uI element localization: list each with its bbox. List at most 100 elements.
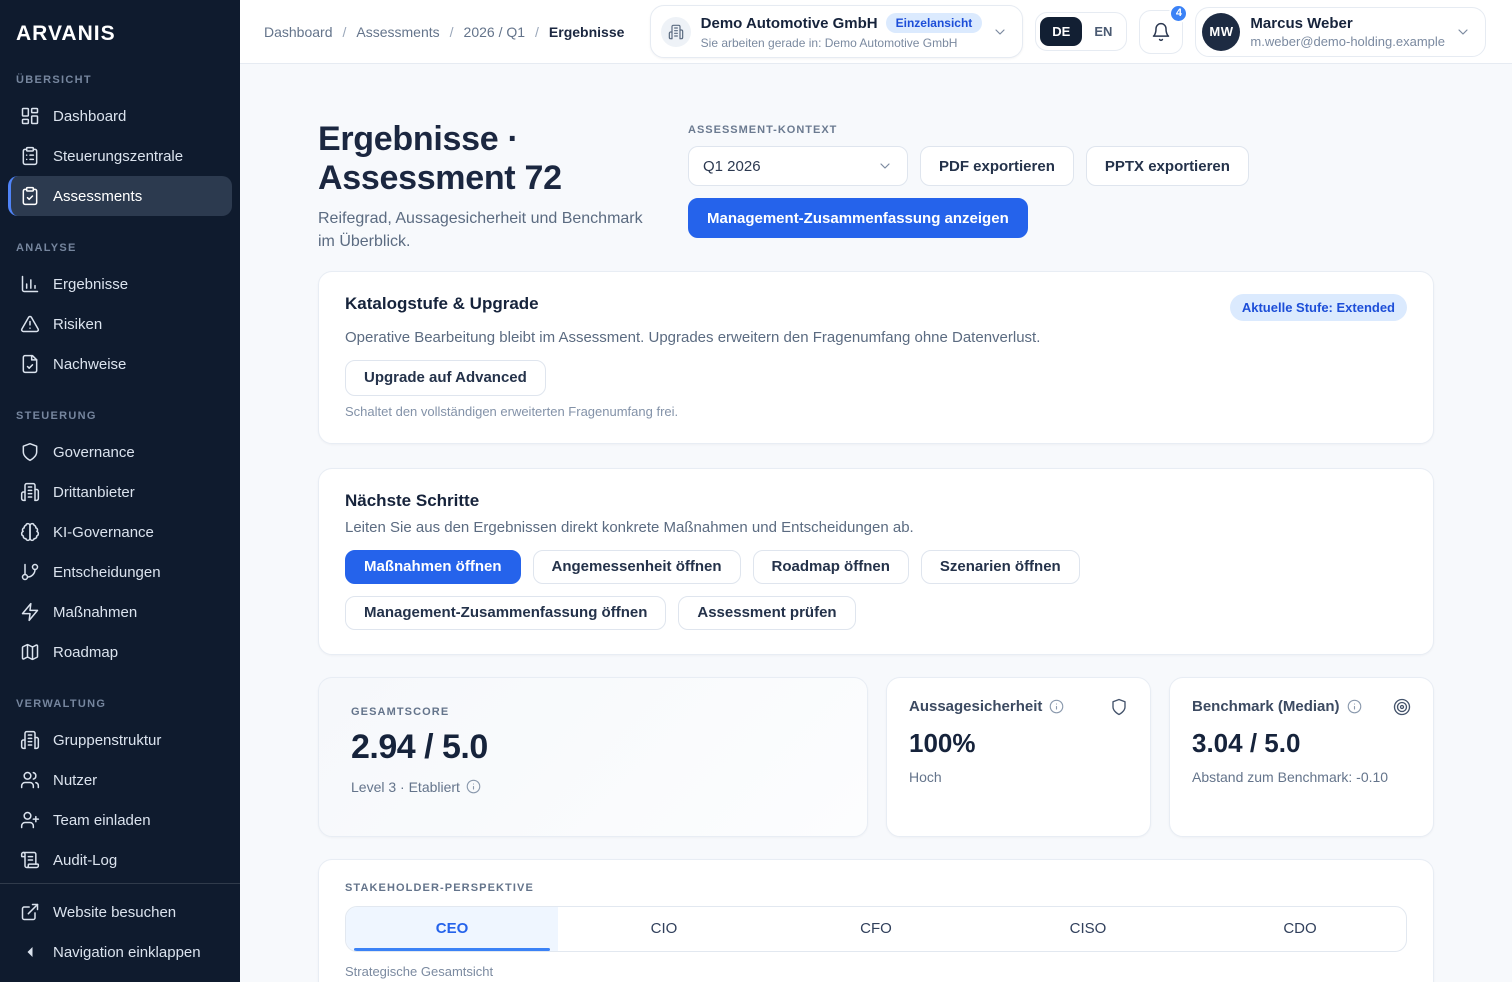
- sidebar-item-audit-log[interactable]: Audit-Log: [8, 840, 232, 880]
- info-icon[interactable]: [466, 779, 481, 794]
- map-icon: [21, 643, 39, 661]
- notification-count-badge: 4: [1169, 3, 1189, 23]
- lang-de-button[interactable]: DE: [1040, 17, 1083, 46]
- page-content: Ergebnisse · Assessment 72 Reifegrad, Au…: [240, 64, 1512, 982]
- topbar-right: Demo Automotive GmbH Einzelansicht Sie a…: [649, 3, 1486, 58]
- sidebar-item-ergebnisse[interactable]: Ergebnisse: [8, 264, 232, 304]
- dashboard-icon: [21, 107, 39, 125]
- stakeholder-card: Stakeholder-Perspektive CEO CIO CFO CISO CDO…: [318, 858, 1434, 982]
- stakeholder-note: Strategische Gesamtsicht: [345, 963, 494, 979]
- tab-cio[interactable]: CIO: [650, 920, 678, 938]
- zap-icon: [21, 602, 39, 622]
- chevron-down-icon: [995, 28, 1005, 35]
- management-zusammenfassung-offnen-button[interactable]: Management-Zusammenfassung öffnen: [345, 595, 667, 630]
- sidebar-item-label: Maßnahmen: [53, 603, 138, 621]
- tab-cfo[interactable]: CFO: [860, 920, 892, 938]
- massnahmen-offnen-button[interactable]: Maßnahmen öffnen: [345, 549, 521, 584]
- building-icon: [20, 482, 40, 502]
- sidebar-item-risiken[interactable]: Risiken: [8, 304, 232, 344]
- users-icon: [20, 771, 40, 789]
- upgrade-advanced-button[interactable]: Upgrade auf Advanced: [345, 359, 546, 396]
- assessment-period-value: Q1 2026: [703, 157, 761, 175]
- sidebar-item-massnahmen[interactable]: Maßnahmen: [8, 592, 232, 632]
- sidebar-item-label: Governance: [53, 443, 135, 461]
- management-summary-button[interactable]: Management-Zusammenfassung anzeigen: [688, 198, 1028, 238]
- page-head: Ergebnisse · Assessment 72 Reifegrad, Au…: [318, 120, 1434, 253]
- sidebar-item-label: Dashboard: [53, 107, 127, 125]
- info-icon[interactable]: [1049, 699, 1064, 714]
- sidebar-item-steuerungszentrale[interactable]: Steuerungszentrale: [8, 136, 232, 176]
- sidebar-item-ki-governance[interactable]: KI-Governance: [8, 512, 232, 552]
- upgrade-card: Katalogstufe & Upgrade Aktuelle Stufe: E…: [318, 270, 1434, 444]
- sidebar-item-navigation-einklappen[interactable]: Navigation einklappen: [8, 932, 232, 972]
- assessment-context-label: Assessment-Kontext: [688, 124, 838, 136]
- tab-cdo[interactable]: CDO: [1283, 920, 1317, 938]
- sidebar-item-drittanbieter[interactable]: Drittanbieter: [8, 472, 232, 512]
- roadmap-offnen-button[interactable]: Roadmap öffnen: [752, 549, 909, 584]
- sidebar-item-gruppenstruktur[interactable]: Gruppenstruktur: [8, 720, 232, 760]
- user-email: m.weber@demo-holding.example: [1250, 33, 1445, 49]
- benchmark-value: 3.04 / 5.0: [1192, 727, 1301, 758]
- breadcrumb-item-2026-q1[interactable]: 2026 / Q1: [463, 23, 526, 40]
- building-icon: [20, 730, 40, 750]
- assessment-prufen-button[interactable]: Assessment prüfen: [678, 595, 856, 630]
- sidebar-item-website-besuchen[interactable]: Website besuchen: [8, 892, 232, 932]
- page-title: Ergebnisse · Assessment 72: [318, 120, 562, 198]
- collapse-icon: [27, 947, 33, 957]
- sidebar-item-governance[interactable]: Governance: [8, 432, 232, 472]
- sidebar-item-label: KI-Governance: [53, 523, 154, 541]
- sidebar-nav: Übersicht Dashboard Steuerungszentrale Asse…: [0, 48, 240, 880]
- bell-icon: [1153, 22, 1170, 41]
- angemessenheit-offnen-button[interactable]: Angemessenheit öffnen: [532, 549, 741, 584]
- sidebar-item-label: Assessments: [53, 187, 143, 205]
- confidence-value: 100%: [909, 727, 976, 758]
- user-name: Marcus Weber: [1250, 14, 1353, 32]
- tab-ciso[interactable]: CISO: [1069, 920, 1107, 938]
- sidebar-section-title: Steuerung: [16, 410, 97, 422]
- sidebar-item-entscheidungen[interactable]: Entscheidungen: [8, 552, 232, 592]
- sidebar-item-team-einladen[interactable]: Team einladen: [8, 800, 232, 840]
- file-check-icon: [22, 354, 38, 374]
- sidebar-section-title: Übersicht: [16, 74, 92, 86]
- overall-score-note: Level 3 · Etabliert: [351, 778, 460, 795]
- breadcrumb-item-assessments[interactable]: Assessments: [356, 23, 440, 40]
- next-steps-card: Nächste Schritte Leiten Sie aus den Erge…: [318, 467, 1434, 655]
- current-stage-badge: Aktuelle Stufe: Extended: [1229, 293, 1407, 321]
- user-menu[interactable]: MW Marcus Weber m.weber@demo-holding.exa…: [1195, 6, 1486, 57]
- tab-ceo[interactable]: CEO: [346, 906, 558, 951]
- sidebar-item-roadmap[interactable]: Roadmap: [8, 632, 232, 672]
- export-pptx-button[interactable]: PPTX exportieren: [1085, 146, 1249, 186]
- sidebar-item-label: Steuerungszentrale: [53, 147, 184, 165]
- upgrade-note: Schaltet den vollständigen erweiterten F…: [345, 403, 679, 419]
- bar-chart-icon: [21, 275, 39, 293]
- sidebar-item-label: Navigation einklappen: [53, 943, 201, 961]
- breadcrumb-separator: /: [449, 23, 454, 40]
- sidebar-item-label: Nutzer: [53, 771, 98, 789]
- clipboard-check-icon: [22, 186, 38, 206]
- confidence-label: Aussagesicherheit: [909, 698, 1043, 716]
- scroll-icon: [20, 851, 40, 869]
- chevron-down-icon: [880, 163, 890, 169]
- breadcrumb-separator: /: [535, 23, 539, 40]
- avatar: MW: [1202, 12, 1241, 51]
- sidebar-item-nutzer[interactable]: Nutzer: [8, 760, 232, 800]
- assessment-period-select[interactable]: Q1 2026: [688, 146, 908, 186]
- szenarien-offnen-button[interactable]: Szenarien öffnen: [920, 549, 1080, 584]
- sidebar-item-assessments[interactable]: Assessments: [8, 176, 232, 216]
- sidebar-item-dashboard[interactable]: Dashboard: [8, 96, 232, 136]
- assessment-context: Assessment-Kontext Q1 2026 PDF exportier…: [688, 120, 1434, 238]
- export-pdf-button[interactable]: PDF exportieren: [920, 146, 1074, 186]
- chevron-down-icon: [1458, 28, 1468, 35]
- lang-en-button[interactable]: EN: [1094, 24, 1113, 39]
- next-steps-buttons: Maßnahmen öffnen Angemessenheit öffnen Roa…: [345, 549, 1407, 630]
- sidebar-item-nachweise[interactable]: Nachweise: [8, 344, 232, 384]
- user-plus-icon: [20, 811, 40, 829]
- notifications-button[interactable]: 4: [1139, 3, 1189, 54]
- breadcrumb-item-dashboard[interactable]: Dashboard: [264, 23, 333, 40]
- page-subtitle: Reifegrad, Aussagesicherheit und Benchma…: [318, 210, 643, 250]
- stakeholder-label: Stakeholder-Perspektive: [345, 881, 534, 894]
- company-selector[interactable]: Demo Automotive GmbH Einzelansicht Sie a…: [649, 5, 1024, 58]
- info-icon[interactable]: [1347, 699, 1362, 714]
- brand-logo: ARVANIS: [16, 22, 116, 45]
- shield-icon: [22, 442, 38, 462]
